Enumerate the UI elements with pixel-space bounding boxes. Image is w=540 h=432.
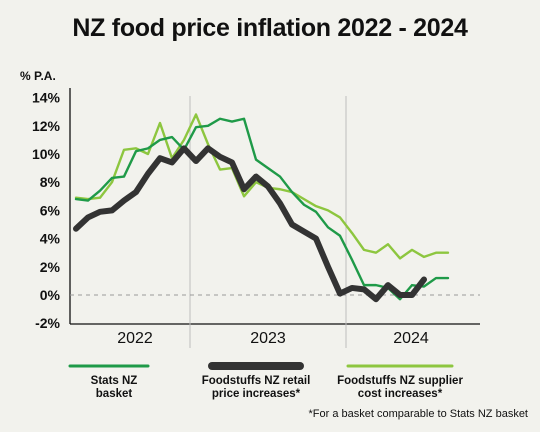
y-tick-label: 2%	[40, 259, 61, 275]
y-tick-label: 0%	[40, 287, 61, 303]
y-axis-label: % P.A.	[20, 69, 56, 83]
legend-label: Foodstuffs NZ supplier cost increases*	[337, 375, 463, 400]
y-tick-label: 4%	[40, 231, 61, 247]
chart-axes: % P.A. 14% 12% 10% 8% 6% 4% 2% 0% -2% 2022 2023 2024	[20, 69, 480, 348]
series-line	[73, 145, 427, 303]
legend-label: Foodstuffs NZ retail price increases*	[202, 375, 311, 400]
chart-title: NZ food price inflation 2022 - 2024	[72, 14, 468, 42]
y-tick-label: 8%	[40, 174, 61, 190]
y-tick-label: 6%	[40, 202, 61, 218]
y-tick-label: 14%	[32, 90, 61, 106]
y-tick-label: 12%	[32, 118, 61, 134]
chart-series	[73, 113, 450, 303]
x-tick-label: 2022	[117, 330, 153, 347]
footnote: *For a basket comparable to Stats NZ bas…	[308, 408, 529, 420]
chart-legend: Stats NZ basket Foodstuffs NZ retail price …	[68, 362, 463, 400]
series-line	[74, 117, 450, 301]
x-tick-label: 2024	[393, 330, 429, 347]
x-tick-label: 2023	[250, 330, 286, 347]
legend-label: Stats NZ basket	[91, 375, 138, 400]
series-line	[74, 113, 450, 260]
y-tick-label: -2%	[35, 315, 60, 331]
y-tick-label: 10%	[32, 146, 61, 162]
